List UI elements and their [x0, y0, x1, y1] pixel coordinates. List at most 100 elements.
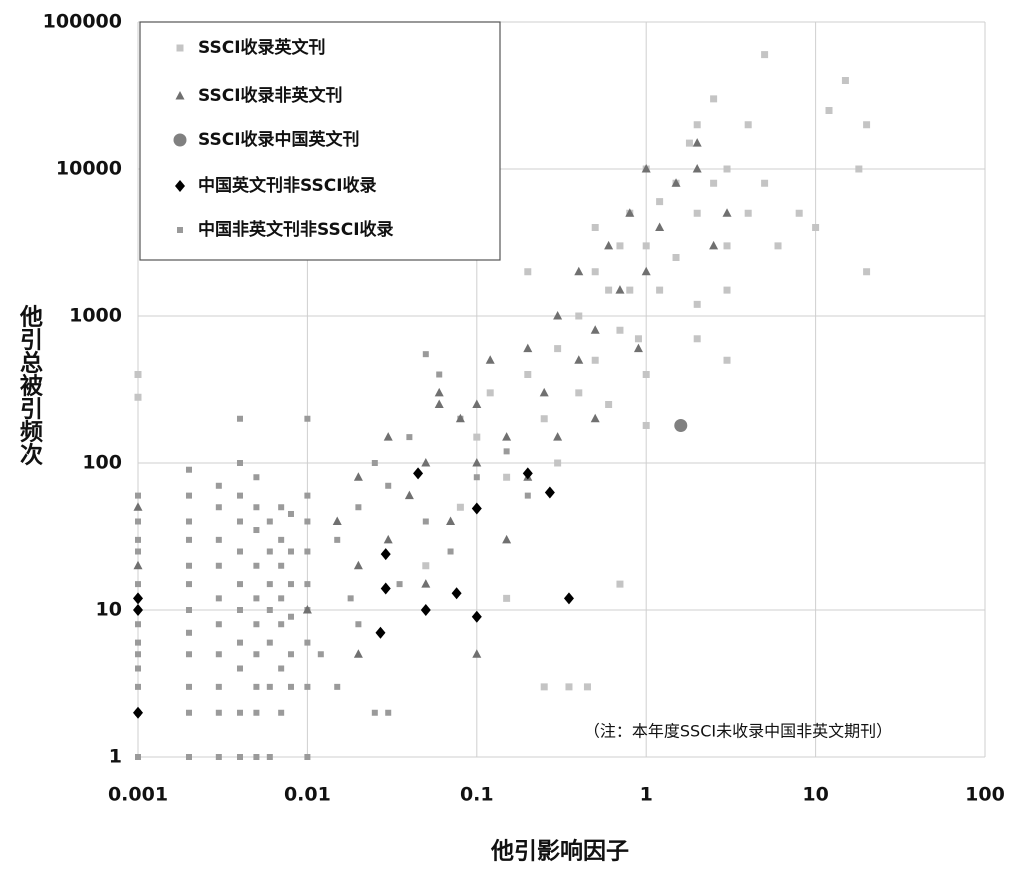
point: [135, 581, 141, 588]
point: [641, 266, 651, 276]
point: [825, 107, 833, 115]
point: [563, 592, 574, 605]
point: [355, 504, 362, 511]
point: [304, 754, 311, 760]
point: [642, 370, 650, 378]
point: [855, 165, 863, 173]
x-tick-label: 1: [640, 784, 653, 806]
point: [795, 209, 803, 217]
point: [642, 421, 650, 429]
point: [304, 639, 311, 646]
point: [185, 607, 192, 613]
point: [135, 621, 141, 628]
point: [524, 370, 532, 378]
point: [287, 613, 294, 620]
point: [473, 433, 481, 441]
point: [574, 266, 584, 276]
point: [591, 268, 599, 276]
legend: SSCI收录英文刊 SSCI收录非英文刊 SSCI收录中国英文刊中国英文刊非SSCI…: [139, 21, 501, 261]
point: [253, 527, 260, 534]
point: [723, 242, 731, 250]
point: [236, 665, 243, 672]
point: [332, 516, 342, 525]
point: [761, 179, 769, 187]
point: [266, 518, 273, 525]
point: [863, 121, 871, 129]
point: [774, 242, 782, 250]
point: [278, 562, 285, 569]
point: [133, 706, 143, 719]
point: [656, 198, 664, 206]
point: [236, 581, 243, 588]
legend-marker: [177, 227, 183, 233]
point: [304, 492, 311, 499]
y-tick-label: 1000: [69, 305, 122, 327]
y-tick-label: 10: [96, 599, 122, 621]
point: [590, 413, 600, 423]
point: [253, 651, 260, 658]
point: [253, 709, 260, 716]
point: [185, 466, 192, 473]
point: [236, 709, 243, 716]
point: [266, 754, 273, 760]
point: [626, 286, 634, 294]
point: [472, 649, 482, 658]
point: [134, 393, 142, 401]
point: [575, 312, 583, 320]
point: [347, 595, 354, 602]
point: [605, 401, 613, 409]
point: [215, 651, 222, 658]
point: [641, 164, 651, 173]
point: [266, 639, 273, 646]
point: [540, 683, 548, 691]
point: [812, 223, 820, 231]
point: [434, 399, 444, 409]
point: [185, 581, 192, 588]
point: [135, 665, 141, 672]
point: [524, 492, 531, 499]
point: [185, 754, 192, 760]
point: [447, 548, 454, 555]
point: [215, 482, 222, 489]
point: [304, 581, 311, 588]
point: [656, 286, 664, 294]
point: [278, 665, 285, 672]
point: [135, 518, 141, 525]
point: [406, 434, 413, 441]
point: [422, 518, 429, 525]
point: [253, 474, 260, 481]
point: [553, 432, 563, 441]
point: [583, 683, 591, 691]
point: [304, 415, 311, 422]
point: [287, 510, 294, 517]
point: [503, 594, 511, 602]
point: [133, 604, 143, 616]
point: [236, 460, 243, 466]
point: [404, 490, 414, 500]
point: [396, 581, 403, 588]
point: [253, 621, 260, 628]
point: [185, 709, 192, 716]
point: [334, 536, 341, 543]
point: [722, 208, 732, 217]
point: [616, 242, 624, 250]
point: [420, 604, 431, 616]
point: [371, 460, 378, 466]
point: [278, 621, 285, 628]
y-tick-label: 100000: [43, 11, 122, 33]
legend-box: [139, 21, 501, 261]
point: [692, 138, 702, 147]
legend-marker: [175, 91, 185, 100]
point: [215, 709, 222, 716]
point: [133, 560, 143, 570]
point: [266, 548, 273, 555]
point: [422, 562, 430, 570]
point: [278, 536, 285, 543]
point: [554, 459, 562, 467]
point: [436, 371, 443, 378]
point: [355, 621, 362, 628]
point: [422, 351, 429, 358]
point: [605, 286, 613, 294]
point: [185, 536, 192, 543]
point: [710, 95, 718, 103]
